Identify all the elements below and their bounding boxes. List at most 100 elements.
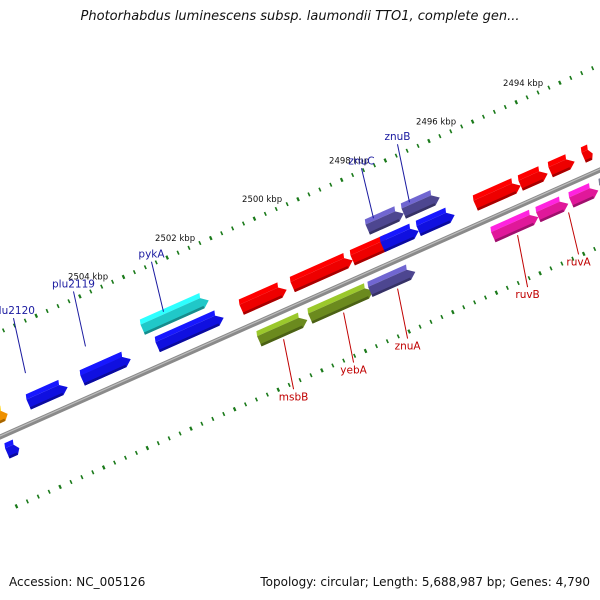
gene-feature[interactable] <box>138 291 211 335</box>
gene-feature[interactable] <box>546 152 577 178</box>
gene-label: ruvB <box>515 289 539 301</box>
ruler-tick <box>80 475 84 480</box>
gene-feature[interactable] <box>378 221 421 253</box>
ruler-tick <box>36 494 40 499</box>
ruler-tick <box>244 402 248 407</box>
ruler-label: 2498 kbp <box>329 156 369 166</box>
ruler-tick <box>101 465 106 470</box>
gene-feature[interactable] <box>414 205 457 237</box>
ruler-tick <box>418 324 422 329</box>
ruler-label: 2500 kbp <box>242 195 282 205</box>
ruler-tick <box>396 334 400 339</box>
ruler-tick <box>14 504 19 509</box>
ruler-tick <box>265 392 269 397</box>
ruler-tick <box>1 328 6 333</box>
ruler-tick <box>405 148 409 153</box>
ruler-tick <box>124 455 128 460</box>
gene-feature[interactable] <box>516 164 550 191</box>
ruler-tick <box>527 275 531 281</box>
ruler-tick <box>156 441 160 446</box>
gene-feature[interactable] <box>24 378 70 410</box>
ruler-tick <box>198 240 202 246</box>
label-leader <box>12 318 26 374</box>
accession-text: Accession: NC_005126 <box>9 575 146 589</box>
ruler-tick <box>451 309 455 315</box>
ruler-tick <box>58 484 62 490</box>
ruler-tick <box>560 261 564 266</box>
gene-feature[interactable] <box>3 439 22 459</box>
ruler-tick <box>111 279 115 284</box>
label-leader <box>396 144 410 203</box>
ruler-tick <box>492 109 496 115</box>
gene-feature[interactable] <box>399 188 442 219</box>
ruler-tick <box>187 245 191 250</box>
ruler-tick <box>222 411 226 417</box>
gene-feature[interactable] <box>237 280 289 315</box>
ruler-tick <box>318 187 322 192</box>
gene-feature[interactable] <box>534 194 571 223</box>
ruler-tick <box>296 197 300 202</box>
ruler-tick <box>558 80 562 86</box>
ruler-tick <box>407 329 412 334</box>
gene-feature[interactable] <box>288 251 355 293</box>
backbone-line <box>0 167 600 440</box>
label-leader <box>360 168 374 219</box>
gene-feature[interactable] <box>366 262 418 297</box>
ruler-tick <box>394 153 398 158</box>
ruler-tick <box>143 265 147 270</box>
gene-feature[interactable] <box>78 350 133 386</box>
gene-label: msbB <box>279 391 309 403</box>
label-leader <box>283 339 295 390</box>
gene-label: znuC <box>348 155 374 167</box>
ruler-tick <box>208 235 213 241</box>
backbone-highlight <box>0 168 600 437</box>
ruler-tick <box>361 168 366 173</box>
ruler-tick <box>462 305 466 310</box>
ruler-tick <box>263 211 267 217</box>
ruler-tick <box>211 416 215 422</box>
ruler-tick <box>538 271 542 276</box>
ruler-tick <box>494 290 499 295</box>
gene-label: ruvA <box>566 256 591 268</box>
ruler-tick <box>503 104 507 110</box>
ruler-tick <box>309 373 313 378</box>
gene-feature[interactable] <box>579 144 595 163</box>
ruler-tick <box>189 426 193 431</box>
gene-label: pykA <box>138 249 165 261</box>
gene-feature[interactable] <box>255 310 310 347</box>
ruler-tick <box>132 269 136 275</box>
ruler-tick <box>285 201 289 207</box>
label-leader <box>343 312 355 363</box>
ruler-tick <box>331 363 335 368</box>
ruler-tick <box>178 431 182 436</box>
ruler-tick <box>351 172 355 178</box>
gene-feature[interactable] <box>567 181 600 208</box>
ruler-label: 2502 kbp <box>155 234 195 244</box>
ruler-tick <box>67 299 71 304</box>
ruler-tick <box>473 300 477 305</box>
ruler-tick <box>449 129 453 134</box>
gene-feature[interactable] <box>489 208 541 243</box>
gene-feature[interactable] <box>363 204 406 235</box>
ruler-tick <box>580 70 584 76</box>
ruler-tick <box>176 250 180 255</box>
ruler-tick <box>241 221 246 226</box>
ruler-tick <box>307 192 311 197</box>
gene-feature[interactable] <box>0 404 10 426</box>
ruler-tick <box>481 114 486 119</box>
gene-feature[interactable] <box>306 281 376 324</box>
ruler-tick <box>274 206 278 212</box>
ruler-tick <box>342 358 346 363</box>
gene-feature[interactable] <box>471 176 523 211</box>
map-title: Photorhabdus luminescens subsp. laumondi… <box>80 9 520 24</box>
ruler-tick <box>113 460 117 465</box>
gene-feature[interactable] <box>153 308 226 353</box>
ruler-tick <box>438 134 442 139</box>
ruler-tick <box>252 216 257 221</box>
ruler-label: 2504 kbp <box>68 273 108 283</box>
ruler-tick <box>374 343 379 349</box>
ruler-tick <box>220 231 224 236</box>
ruler-tick <box>440 314 444 320</box>
ruler-tick <box>460 124 464 129</box>
